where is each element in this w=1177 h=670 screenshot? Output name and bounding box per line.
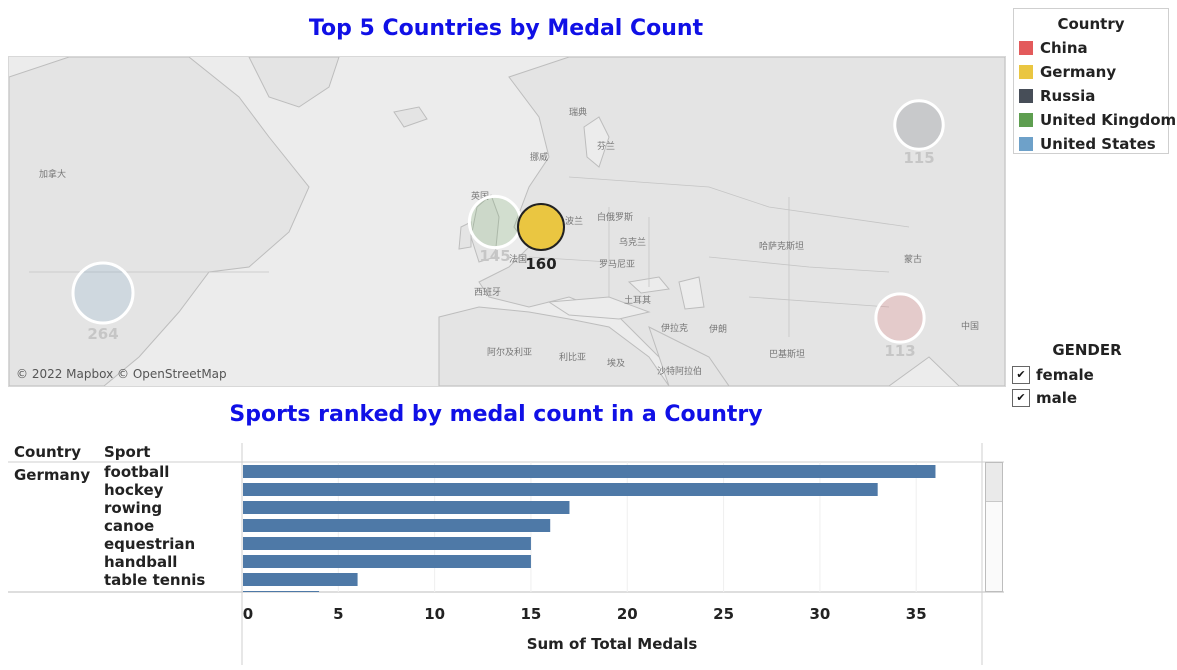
- legend-label: Russia: [1040, 87, 1096, 105]
- sport-label: handball: [104, 553, 177, 571]
- female-checkbox[interactable]: ✔: [1012, 365, 1030, 384]
- sport-label: rowing: [104, 499, 162, 517]
- x-tick-label: 0: [243, 605, 253, 623]
- bubble-russia[interactable]: [893, 99, 945, 151]
- map-label-iraq: 伊拉克: [661, 324, 689, 334]
- column-header-sport[interactable]: Sport: [104, 443, 151, 461]
- legend-item-united-states[interactable]: United States: [1014, 132, 1168, 156]
- legend-swatch: [1019, 65, 1033, 79]
- sport-label: equestrian: [104, 535, 195, 553]
- sport-label: hockey: [104, 481, 164, 499]
- map-label-norway: 挪威: [530, 153, 549, 163]
- map-label-libya: 利比亚: [559, 353, 587, 363]
- bar-chart[interactable]: football hockey rowing canoe equestrian handb…: [8, 440, 1008, 665]
- sport-label: canoe: [104, 517, 154, 535]
- bar-handball[interactable]: [243, 555, 531, 568]
- sport-label: football: [104, 463, 169, 481]
- country-legend: Country China Germany Russia United King…: [1013, 8, 1176, 156]
- map-label-turkey: 土耳其: [624, 296, 652, 306]
- map-attribution[interactable]: © 2022 Mapbox © OpenStreetMap: [16, 367, 227, 381]
- x-tick-label: 20: [617, 605, 638, 623]
- legend-label: United Kingdom: [1040, 111, 1177, 129]
- map-label-belarus: 白俄罗斯: [597, 213, 634, 223]
- map-label-poland: 波兰: [565, 217, 584, 227]
- map-label-kazakhstan: 哈萨克斯坦: [759, 242, 805, 252]
- map-title: Top 5 Countries by Medal Count: [308, 16, 704, 41]
- medal-map[interactable]: 加拿大 芬兰 挪威 瑞典 波兰 白俄罗斯 乌克兰 罗马尼亚 英国 法国 西班牙 …: [8, 56, 1006, 387]
- bubble-united-states[interactable]: [71, 261, 135, 325]
- legend-item-united-kingdom[interactable]: United Kingdom: [1014, 108, 1176, 132]
- x-tick-label: 5: [333, 605, 343, 623]
- bar-table-tennis[interactable]: [243, 573, 358, 586]
- legend-item-germany[interactable]: Germany: [1014, 60, 1168, 84]
- bar-item[interactable]: [243, 591, 320, 604]
- map-label-egypt: 埃及: [607, 359, 626, 369]
- gender-option-female[interactable]: ✔ female: [1012, 363, 1162, 386]
- legend-swatch: [1019, 137, 1033, 151]
- x-tick-label: 10: [424, 605, 445, 623]
- bar-football[interactable]: [243, 465, 936, 478]
- sport-label: table tennis: [104, 571, 205, 589]
- map-label-sweden: 瑞典: [569, 108, 588, 118]
- bar-chart-scrollbar[interactable]: [985, 462, 1003, 592]
- bar-chart-svg: footballhockeyrowingcanoeequestrianhandb…: [8, 443, 1004, 665]
- map-bubbles-layer: [71, 99, 945, 344]
- bar-equestrian[interactable]: [243, 537, 531, 550]
- x-axis-title: Sum of Total Medals: [527, 635, 698, 653]
- map-label-mongolia: 蒙古: [904, 255, 923, 265]
- legend-swatch: [1019, 89, 1033, 103]
- legend-swatch: [1019, 41, 1033, 55]
- bar-hockey[interactable]: [243, 483, 878, 496]
- map-seas: [547, 116, 705, 320]
- map-label-pakistan: 巴基斯坦: [769, 350, 806, 360]
- gender-filter-title: GENDER: [1052, 341, 1122, 359]
- bar-rowing[interactable]: [243, 501, 570, 514]
- map-label-spain: 西班牙: [474, 288, 502, 298]
- bubble-united-kingdom[interactable]: [467, 194, 523, 250]
- gender-option-label: female: [1036, 365, 1094, 384]
- map-label-canada: 加拿大: [39, 170, 67, 180]
- country-legend-title: Country: [1057, 15, 1125, 33]
- x-tick-label: 15: [521, 605, 542, 623]
- legend-label: China: [1040, 39, 1088, 57]
- bar-chart-title: Sports ranked by medal count in a Countr…: [229, 402, 763, 427]
- map-label-finland: 芬兰: [597, 142, 616, 152]
- map-label-algeria: 阿尔及利亚: [487, 348, 533, 358]
- map-label-iran: 伊朗: [709, 325, 728, 335]
- bar-canoe[interactable]: [243, 519, 551, 532]
- bubble-label-united-kingdom: 145: [479, 247, 511, 265]
- bubble-label-united-states: 264: [87, 325, 119, 343]
- map-label-ukraine: 乌克兰: [619, 238, 647, 248]
- gender-filter: GENDER ✔ female ✔ male: [1012, 341, 1162, 409]
- bubble-germany[interactable]: [517, 203, 565, 251]
- bubble-label-china: 113: [884, 342, 916, 360]
- map-label-romania: 罗马尼亚: [599, 260, 636, 270]
- legend-item-china[interactable]: China: [1014, 36, 1168, 60]
- row-country-germany: Germany: [14, 466, 91, 484]
- bubble-china[interactable]: [874, 292, 926, 344]
- bubble-label-russia: 115: [903, 149, 935, 167]
- map-label-saudi: 沙特阿拉伯: [657, 367, 703, 377]
- map-label-uk: 英国: [471, 192, 490, 202]
- map-label-china: 中国: [961, 322, 980, 332]
- gender-option-male[interactable]: ✔ male: [1012, 386, 1162, 409]
- male-checkbox[interactable]: ✔: [1012, 388, 1030, 407]
- legend-item-russia[interactable]: Russia: [1014, 84, 1168, 108]
- x-tick-label: 25: [713, 605, 734, 623]
- scrollbar-thumb[interactable]: [986, 463, 1002, 502]
- legend-swatch: [1019, 113, 1033, 127]
- bar-rows: footballhockeyrowingcanoeequestrianhandb…: [104, 463, 936, 604]
- x-tick-label: 35: [906, 605, 927, 623]
- legend-label: Germany: [1040, 63, 1117, 81]
- map-borders: [29, 176, 910, 337]
- x-tick-label: 30: [809, 605, 830, 623]
- legend-label: United States: [1040, 135, 1156, 153]
- bubble-label-germany: 160: [525, 255, 557, 273]
- map-label-france: 法国: [509, 255, 528, 265]
- gender-option-label: male: [1036, 388, 1078, 407]
- map-basemap: [9, 57, 1005, 386]
- column-header-country[interactable]: Country: [14, 443, 82, 461]
